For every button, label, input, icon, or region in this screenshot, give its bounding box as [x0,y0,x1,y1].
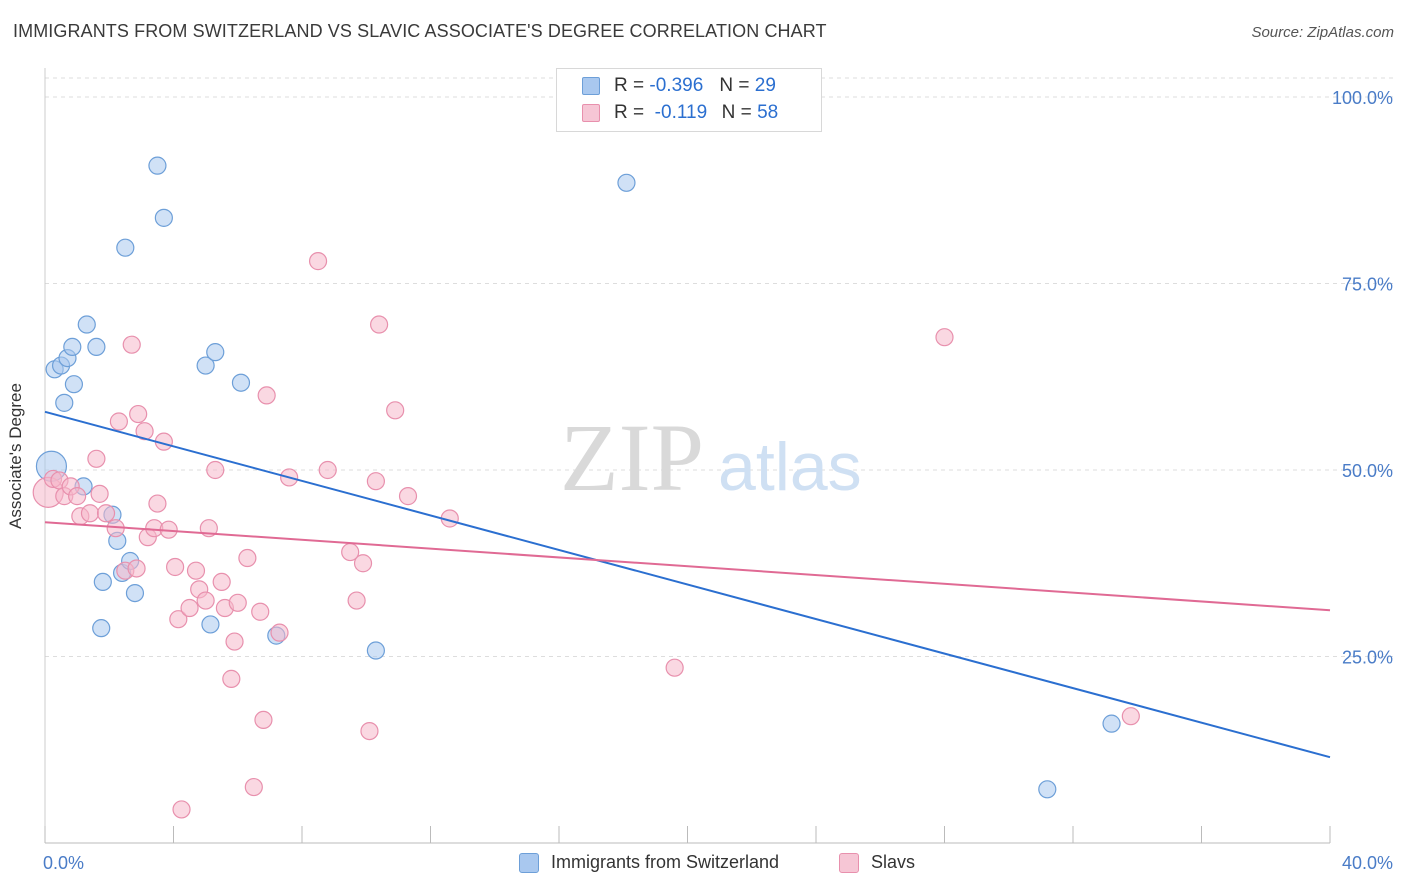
tick-labels: 100.0% 75.0% 50.0% 25.0% 0.0% 40.0% [43,88,1393,873]
y-tick-label: 100.0% [1332,88,1393,108]
slavs-point [129,404,148,424]
slavs-point [109,412,128,431]
switzerland-point [201,615,220,634]
slavs-point [169,610,188,629]
legend-n-value: 29 [754,75,776,96]
slavs-point [370,315,389,334]
slavs-point [148,494,167,513]
slavs-point [206,460,225,480]
slavs-point [68,487,87,506]
bottom-legend-swatch-pink [839,852,859,873]
slavs-point [366,472,385,491]
legend-r-value: -0.396 [649,75,704,96]
x-tick-label: 0.0% [43,853,84,873]
slavs-point [196,591,215,610]
slavs-point [386,401,405,420]
slavs-point [270,623,289,642]
bottom-legend-swatch-blue [519,852,539,873]
watermark: ZIP atlas [560,404,862,511]
slavs-point [212,572,231,592]
switzerland-point [55,393,74,412]
slavs-point [318,460,337,480]
switzerland-point [116,238,135,257]
legend-swatch-pink [582,104,600,122]
slavs-point [254,710,273,730]
slavs-point [665,658,684,677]
slavs-point [398,487,418,506]
legend-n-value: 58 [757,102,779,123]
slavs-point [257,386,276,405]
switzerland-point [196,356,215,375]
switzerland-point [63,337,82,357]
watermark-zip: ZIP [560,404,704,511]
bottom-legend-switzerland: Immigrants from Switzerland [519,852,779,873]
y-tick-label: 25.0% [1342,648,1393,668]
slavs-point [225,632,244,651]
legend-row-switzerland: R = -0.396 N = 29 [582,75,776,97]
slavs-point [122,335,141,354]
slavs-point [238,548,257,568]
slavs-point [180,598,199,618]
slavs-point [353,554,373,573]
y-tick-label: 75.0% [1342,275,1393,295]
source-label: Source: ZipAtlas.com [1251,24,1394,41]
slavs-point [186,561,206,580]
legend-n-label: N = [721,102,752,123]
switzerland-point [231,373,251,392]
watermark-atlas: atlas [718,429,862,505]
switzerland-point [206,343,225,362]
slavs-point [935,328,954,347]
switzerland-point [64,375,84,394]
slavs-point [360,721,379,741]
switzerland-point [148,156,167,175]
x-tick-label: 40.0% [1342,853,1393,873]
bottom-legend-label: Slavs [871,852,916,872]
legend-n-label: N = [719,75,750,96]
slavs-point [222,669,241,688]
slavs-point [228,593,247,612]
data-points [32,156,1140,819]
legend-r-value: -0.119 [654,102,708,123]
switzerland-trend-line [44,410,1331,759]
switzerland-point [93,572,112,592]
switzerland-point [77,315,96,334]
switzerland-point [366,641,385,660]
switzerland-point [87,337,106,357]
switzerland-point [154,208,173,227]
switzerland-point [92,619,111,638]
slavs-point [244,777,263,797]
legend-r-label: R = [614,75,645,96]
slavs-point [308,252,328,271]
switzerland-point [1102,714,1121,733]
slavs-point [251,602,270,621]
switzerland-point [125,583,145,603]
slavs-point [87,449,106,468]
slavs-point [135,422,154,441]
slavs-point [127,559,146,578]
slavs-point [1121,707,1140,726]
legend-r-label: R = [614,102,645,123]
slavs-point [172,800,191,819]
bottom-legend-label: Immigrants from Switzerland [551,852,780,872]
slavs-trend-line [44,521,1331,612]
slavs-point [96,504,116,523]
chart-title: IMMIGRANTS FROM SWITZERLAND VS SLAVIC AS… [13,21,827,41]
switzerland-point [617,173,636,192]
bottom-legend-slavs: Slavs [839,852,915,873]
trend-lines [44,410,1331,759]
axes [44,68,1331,844]
slavs-point [347,591,366,610]
legend-row-slavs: R = -0.119 N = 58 [582,102,778,124]
switzerland-point [1038,780,1057,799]
y-tick-label: 50.0% [1342,461,1393,481]
legend-swatch-blue [582,77,600,95]
gridlines [45,77,1394,657]
slavs-point [80,504,100,523]
slavs-point [166,557,185,577]
slavs-point [90,484,109,503]
stats-legend: R = -0.396 N = 29 R = -0.119 N = 58 [556,68,822,132]
